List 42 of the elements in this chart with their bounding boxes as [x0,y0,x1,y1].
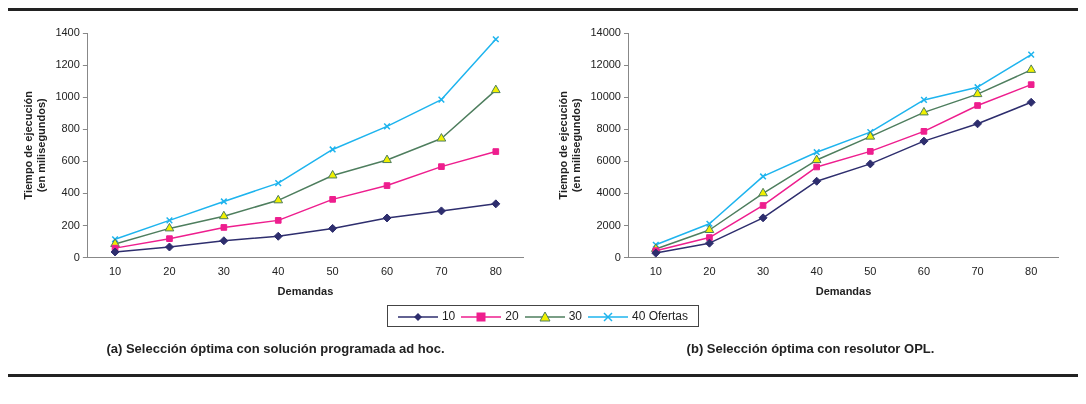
x-tick-label: 80 [1025,265,1038,278]
legend-label: 30 [567,309,583,323]
y-tick-label: 2000 [596,218,621,231]
x-tick-label: 50 [864,265,877,278]
x-tick-label: 60 [917,265,931,278]
x-tick-label: 80 [489,265,502,278]
x-tick-label: 60 [380,265,394,278]
y-tick-label: 8000 [596,122,621,135]
x-axis-title: Demandas [277,285,334,298]
legend-label: 40 Ofertas [631,309,689,323]
x-tick-label: 40 [272,265,285,278]
y-tick-label: 1400 [55,26,80,39]
y-tick-label: 1200 [55,58,80,71]
y-axis-title: Tiempo de ejecución (en milisegundos) [556,90,582,200]
x-tick-label: 70 [435,265,448,278]
x-tick-label: 30 [756,265,770,278]
x-tick-label: 30 [217,265,230,278]
y-tick-label: 6000 [596,154,621,167]
x-tick-label: 20 [163,265,176,278]
y-tick-label: 200 [61,218,80,231]
x-tick-label: 10 [108,265,122,278]
y-tick-label: 14000 [590,26,621,39]
x-tick-label: 50 [326,265,339,278]
legend-label: 10 [440,309,456,323]
y-axis-title: Tiempo de ejecución (en milisegundos) [21,90,47,200]
x-tick-label: 20 [703,265,716,278]
y-tick-label: 600 [61,154,80,167]
y-tick-label: 12000 [590,58,621,71]
text: (a) Selección óptima con solución programada ad hoc. [105,341,446,356]
y-tick-label: 4000 [596,186,621,199]
y-tick-label: 10000 [590,90,621,103]
legend-label: 20 [504,309,519,323]
y-tick-label: 0 [73,250,80,263]
x-axis-title: Demandas [815,285,872,298]
y-tick-label: 800 [61,122,80,135]
x-tick-label: 40 [810,265,823,278]
y-tick-label: 1000 [55,90,80,103]
x-tick-label: 70 [971,265,984,278]
x-tick-label: 10 [649,265,662,278]
y-tick-label: 400 [61,186,80,199]
text: (b) Selección óptima con resolutor OPL. [685,341,936,356]
y-tick-label: 0 [614,250,621,263]
